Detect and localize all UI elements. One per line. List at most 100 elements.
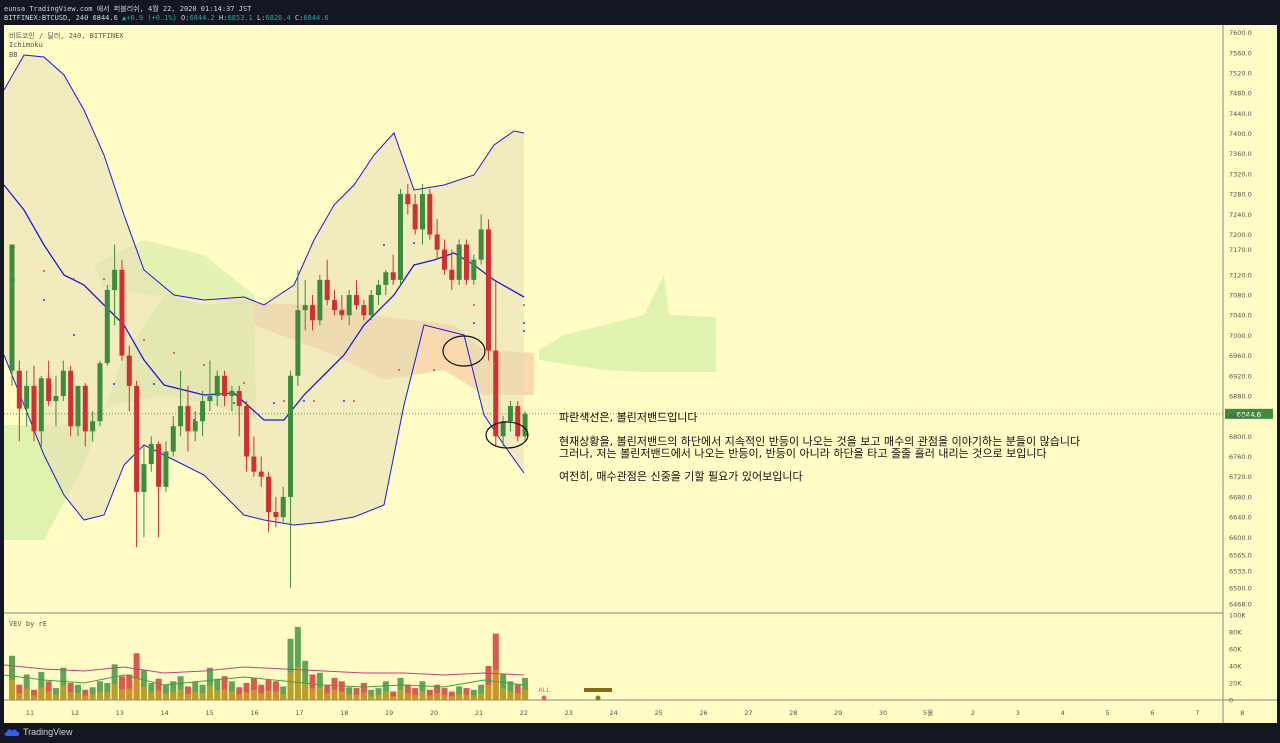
kijun-dot <box>73 334 75 336</box>
candle-body <box>222 375 228 396</box>
candle-body <box>500 421 506 437</box>
symbol-info: BITFINEX:BTCUSD, 240 6844.6 ▲+6.9 (+0.1%… <box>4 14 329 22</box>
price-tick-label: 7480.0 <box>1229 90 1252 98</box>
candle-body <box>60 370 66 396</box>
volume-tick-label: 0 <box>1229 697 1233 705</box>
candle-body <box>478 229 484 260</box>
volume-bar <box>243 683 250 700</box>
volume-bar-inner <box>89 694 96 700</box>
tenkan-dot <box>173 352 175 354</box>
volume-bar <box>294 626 301 700</box>
volume-bar <box>184 686 191 700</box>
candle-body <box>16 370 22 409</box>
volume-bar-inner <box>470 695 477 700</box>
volume-bar-inner <box>155 690 162 700</box>
volume-bar <box>30 689 37 700</box>
volume-bar-inner <box>375 694 382 700</box>
candle-body <box>236 390 242 407</box>
tenkan-dot <box>433 369 435 371</box>
price-axis <box>1223 25 1277 700</box>
volume-bar <box>302 660 309 700</box>
high-value: 6853.1 <box>227 14 253 22</box>
candle-body <box>449 269 455 280</box>
volume-bar-inner <box>74 693 81 700</box>
price-tick-label: 7170.0 <box>1229 246 1252 254</box>
chart-svg[interactable]: 6844.6 7600.0 7560.0 7520.0 7480.0 7440.0 7400… <box>3 25 1277 723</box>
volume-bar <box>140 670 147 700</box>
volume-bar <box>258 684 265 700</box>
price-tick-label: 7600.0 <box>1229 29 1252 37</box>
kijun-dot <box>193 419 195 421</box>
volume-bar <box>382 681 389 700</box>
hand-drawn-circle-upper <box>442 335 486 367</box>
low-value: 6826.4 <box>265 14 291 22</box>
price-tick-label: 6680.0 <box>1229 493 1252 501</box>
volume-bar <box>397 677 404 700</box>
kijun-dot <box>43 299 45 301</box>
volume-bar <box>148 683 155 700</box>
candle-body <box>53 395 59 402</box>
volume-ma-line-2 <box>3 674 525 688</box>
volume-bar <box>419 681 426 700</box>
volume-marker-dot-2 <box>595 695 601 701</box>
kijun-dot <box>273 402 275 404</box>
volume-bar-inner <box>485 684 492 700</box>
price-tick-label: 7520.0 <box>1229 69 1252 77</box>
volume-group <box>9 626 529 700</box>
candle-body <box>471 259 477 280</box>
volume-bar <box>214 678 221 700</box>
volume-bar-inner <box>67 692 74 700</box>
volume-bar-inner <box>170 691 177 700</box>
note-line-2: 현재상황을, 볼린저밴드의 하단에서 지속적인 반등이 나오는 것을 보고 매수… <box>559 435 1081 448</box>
volume-bar <box>60 667 67 700</box>
candle-body <box>244 406 250 457</box>
volume-bar-inner <box>45 691 52 700</box>
candle-body <box>46 378 52 402</box>
candle-body <box>515 406 521 437</box>
volume-bar <box>82 689 89 700</box>
volume-bar-inner <box>111 683 118 700</box>
candle-body <box>346 295 352 316</box>
legend-bb[interactable]: BB <box>9 51 18 59</box>
time-tick-label: 3 <box>1016 709 1020 717</box>
volume-bar <box>463 688 470 700</box>
volume-bar <box>346 687 353 700</box>
volume-bar <box>177 676 184 700</box>
volume-bar-inner <box>214 690 221 700</box>
kijun-dot <box>233 402 235 404</box>
volume-bar-inner <box>265 690 272 700</box>
candle-body <box>302 305 308 311</box>
volume-bar-inner <box>382 691 389 700</box>
time-tick-label: 29 <box>834 709 842 717</box>
legend-volume[interactable]: VEV by rE <box>9 620 47 628</box>
tenkan-dot <box>103 278 105 280</box>
chart-legend-title: 비트코인 / 달러, 240, BITFINEX <box>9 32 124 40</box>
candle-body <box>332 300 338 311</box>
candle-body <box>507 406 513 422</box>
price-tick-label: 7200.0 <box>1229 231 1252 239</box>
note-line-3: 그러나, 저는 볼린저밴드에서 나오는 반등이, 반등이 아니라 하단을 타고 … <box>559 447 1047 460</box>
volume-bar-inner <box>16 693 23 700</box>
volume-tick-label: 100K <box>1229 612 1246 620</box>
volume-bar <box>412 688 419 700</box>
candle-body <box>90 421 96 432</box>
price-tick-label: 7400.0 <box>1229 130 1252 138</box>
tradingview-logo[interactable]: TradingView <box>4 727 73 737</box>
volume-bar-inner <box>522 690 529 700</box>
time-tick-label: 20 <box>430 709 438 717</box>
volume-bar <box>250 677 257 700</box>
candle-body <box>419 194 425 230</box>
price-tick-label: 7560.0 <box>1229 49 1252 57</box>
candle-body <box>317 279 323 321</box>
volume-bar <box>272 681 279 700</box>
legend-ichimoku[interactable]: Ichimoku <box>9 41 43 49</box>
chart-frame[interactable]: 6844.6 7600.0 7560.0 7520.0 7480.0 7440.0 7400… <box>3 25 1277 723</box>
time-tick-label: 11 <box>26 709 34 717</box>
volume-bar-inner <box>434 693 441 700</box>
volume-bar-inner <box>96 691 103 700</box>
candle-body <box>456 244 462 280</box>
kijun-dot <box>383 244 385 246</box>
candle-body <box>405 194 411 205</box>
candle-body <box>68 370 74 427</box>
volume-bar <box>316 672 323 700</box>
